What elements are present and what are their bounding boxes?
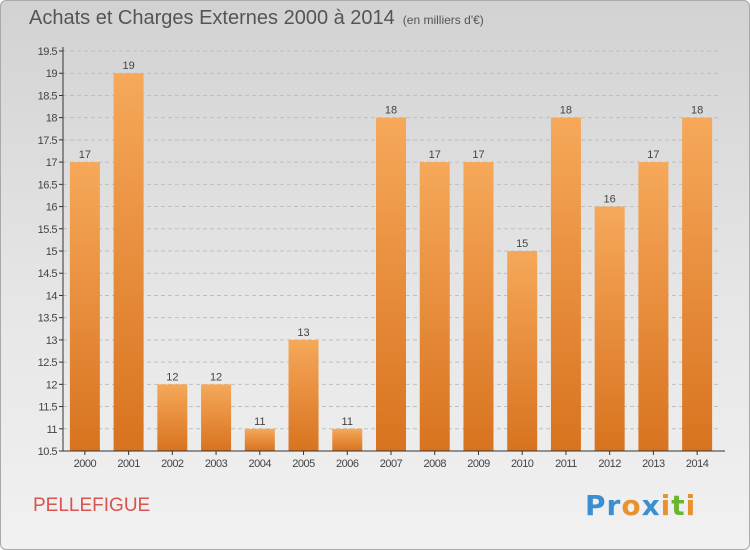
y-tick-label: 11 — [47, 424, 58, 436]
bar — [638, 162, 669, 451]
y-tick-label: 15 — [46, 246, 58, 258]
chart-title-text: Achats et Charges Externes 2000 à 2014 — [29, 7, 395, 29]
chart-title: Achats et Charges Externes 2000 à 2014 (e… — [29, 7, 484, 30]
bar — [244, 428, 275, 451]
bar — [463, 162, 494, 451]
logo-letter: P — [585, 489, 607, 522]
y-tick-label: 18.5 — [38, 90, 58, 102]
bar — [682, 117, 713, 452]
logo-letter: i — [660, 489, 672, 522]
bar-value-label: 19 — [122, 60, 134, 72]
bar — [419, 162, 450, 451]
y-tick-label: 17.5 — [38, 135, 58, 147]
bar-value-label: 18 — [560, 105, 572, 117]
logo-letter: o — [621, 489, 642, 522]
bar-value-label: 15 — [516, 238, 528, 250]
x-tick-label: 2009 — [467, 458, 490, 470]
y-tick-label: 12 — [46, 379, 58, 391]
y-tick-label: 16.5 — [38, 179, 58, 191]
y-tick-label: 18 — [46, 113, 58, 125]
bar — [157, 384, 188, 451]
bar-value-label: 11 — [342, 416, 353, 428]
chart-subtitle: (en milliers d'€) — [402, 13, 484, 27]
bar — [594, 206, 625, 451]
y-tick-label: 12.5 — [38, 357, 58, 369]
x-tick-label: 2011 — [555, 458, 577, 470]
y-tick-label: 19 — [46, 68, 58, 80]
logo-letter: i — [685, 489, 697, 522]
commune-name: PELLEFIGUE — [33, 495, 151, 516]
bar-value-label: 17 — [472, 149, 484, 161]
logo-letter: t — [671, 489, 686, 522]
bar-value-label: 18 — [385, 105, 397, 117]
x-tick-label: 2008 — [423, 458, 446, 470]
x-tick-label: 2012 — [598, 458, 621, 470]
x-tick-label: 2006 — [336, 458, 359, 470]
y-tick-label: 13 — [46, 335, 58, 347]
bar — [69, 162, 100, 451]
y-tick-label: 13.5 — [38, 313, 58, 325]
bar-value-label: 13 — [297, 327, 309, 339]
x-tick-label: 2002 — [161, 458, 184, 470]
bar-value-label: 17 — [647, 149, 659, 161]
bar-value-label: 12 — [210, 371, 222, 383]
axes — [59, 47, 725, 455]
proxiti-logo[interactable]: Proxiti — [585, 489, 696, 522]
x-tick-label: 2003 — [205, 458, 228, 470]
y-tick-label: 10.5 — [38, 446, 58, 458]
bar-value-label: 11 — [254, 416, 265, 428]
x-tick-label: 2013 — [642, 458, 665, 470]
labels: 10.5 11 11.5 12 12.5 13 13.5 14 14.5 15 15.5 16 16.5… — [38, 46, 710, 470]
bar — [376, 117, 406, 452]
bar — [332, 428, 363, 451]
logo-letter: r — [606, 489, 622, 522]
y-tick-label: 14.5 — [38, 268, 58, 280]
bar-value-label: 16 — [604, 194, 616, 206]
bars — [69, 73, 713, 452]
bar — [550, 117, 581, 452]
x-tick-label: 2014 — [686, 458, 709, 470]
bar-value-label: 17 — [79, 149, 91, 161]
x-tick-label: 2001 — [117, 458, 140, 470]
y-tick-label: 15.5 — [38, 224, 58, 236]
y-tick-label: 14 — [46, 290, 58, 302]
y-tick-label: 16 — [46, 202, 58, 214]
x-tick-label: 2005 — [292, 458, 315, 470]
bar-value-label: 12 — [166, 371, 178, 383]
x-tick-label: 2010 — [511, 458, 534, 470]
bar — [113, 73, 144, 451]
logo-letter: x — [641, 489, 661, 522]
y-tick-label: 17 — [46, 157, 58, 169]
x-tick-label: 2000 — [74, 458, 97, 470]
y-tick-label: 11.5 — [38, 402, 57, 414]
x-tick-label: 2004 — [249, 458, 272, 470]
bar — [288, 339, 319, 451]
x-tick-label: 2007 — [380, 458, 403, 470]
bar-value-label: 18 — [691, 105, 703, 117]
bar — [201, 384, 232, 451]
y-tick-label: 19.5 — [38, 46, 58, 58]
bar-value-label: 17 — [429, 149, 441, 161]
bar — [507, 251, 538, 451]
